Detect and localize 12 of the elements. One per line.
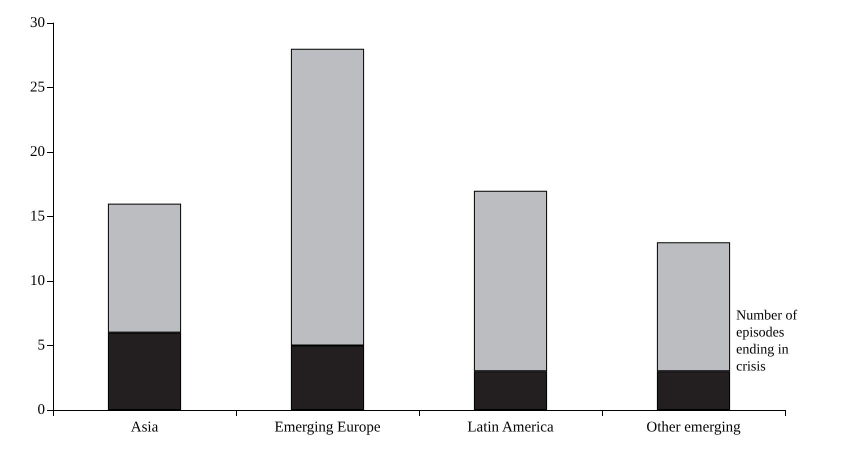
y-tick-label: 25 <box>30 80 45 96</box>
x-tick-label: Emerging Europe <box>274 420 381 436</box>
y-tick-label: 5 <box>38 338 45 354</box>
x-tick-label: Other emerging <box>646 420 742 436</box>
y-tick-label: 30 <box>30 15 45 31</box>
y-tick-label: 10 <box>30 273 45 289</box>
y-tick-label: 0 <box>38 402 45 418</box>
x-tick-label: Asia <box>130 420 159 436</box>
x-tick-label: Latin America <box>467 420 554 436</box>
y-tick-label: 15 <box>30 208 45 224</box>
series-label: Number of episodes ending in crisis <box>736 308 801 374</box>
y-tick-label: 20 <box>30 144 45 160</box>
